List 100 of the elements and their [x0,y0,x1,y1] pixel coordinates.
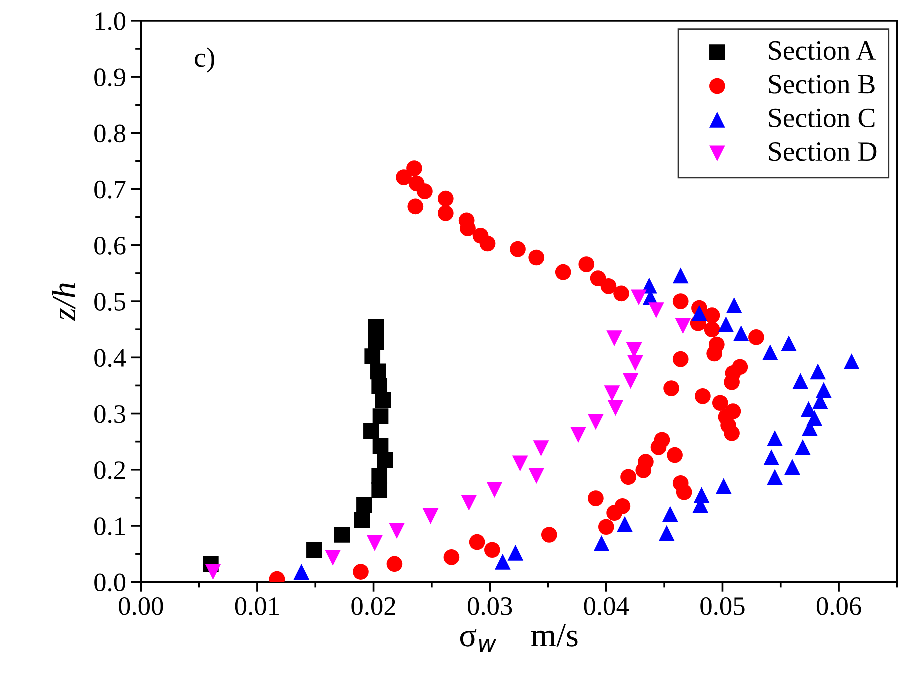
text: σ$_{w}$ m/s [460,624,578,652]
point [712,395,728,412]
point [438,190,454,207]
x-tick-label: 0.06 [816,597,862,616]
legend-label: Section C [769,108,875,128]
point [396,170,412,186]
point [578,256,595,272]
point [372,408,389,424]
point [422,508,439,524]
y-tick-label: 0.8 [94,124,126,143]
point [708,336,725,353]
point [353,564,369,580]
point [364,423,380,440]
point [767,430,783,446]
point [372,482,388,498]
y-tick-label: 0.0 [94,574,126,592]
point [370,364,386,380]
point [628,355,644,372]
point [792,373,809,390]
point [672,475,689,492]
point [375,392,391,408]
point [658,525,675,542]
point [667,447,683,464]
point [733,326,750,342]
point [590,270,606,286]
point [672,268,689,284]
point [638,454,654,470]
legend-label: Section D [769,142,877,162]
point [372,378,388,394]
point [764,450,780,466]
point [672,351,689,368]
point [408,176,425,192]
point [486,482,503,498]
point [356,497,372,514]
y-tick-label: 1.0 [96,12,126,30]
point [508,545,524,561]
x-tick-label: 0.05 [700,597,745,616]
x-tick-label: 0.00 [119,597,164,616]
point [541,527,558,543]
point [533,440,550,456]
point [695,388,711,404]
point [767,469,783,486]
point [662,506,678,522]
point [725,404,742,420]
point [606,330,622,346]
point [306,542,322,558]
point [494,554,511,570]
point [461,495,478,511]
point [408,198,424,215]
point [672,294,689,310]
y-tick-label: 0.3 [94,405,126,424]
point [555,264,572,280]
point [205,564,222,580]
point [325,550,341,566]
point [718,316,734,332]
point [654,432,670,448]
y-tick-label: 0.1 [94,518,125,536]
point [570,427,586,444]
point [617,516,633,532]
point [704,322,720,338]
y-tick-label: 0.9 [94,68,126,87]
point [726,298,742,314]
y-tick-label: 0.2 [94,462,126,480]
point [528,468,545,484]
point [732,359,748,376]
point [484,542,500,558]
legend-label: Section B [769,75,875,94]
point [704,308,720,324]
annotation: c) [195,48,214,73]
x-tick-label: 0.03 [468,597,512,616]
point [368,319,384,336]
y-tick-label: 0.6 [94,237,126,255]
point [588,490,604,506]
point [469,534,486,550]
point [675,318,692,334]
x-tick-label: 0.04 [584,597,630,616]
point [444,550,460,566]
x-tick-label: 0.02 [352,597,396,616]
point [588,414,604,430]
point [816,382,832,398]
point [620,469,636,486]
point [528,250,545,266]
y-axis-title: z/h [52,283,76,322]
point [368,334,384,350]
y-tick-label: 0.7 [94,180,126,199]
point [598,519,614,536]
point [594,535,610,552]
point [748,330,764,346]
point [294,564,310,580]
point [334,527,350,543]
point [608,400,624,416]
point [795,440,811,456]
point [512,456,528,472]
legend-label: Section A [769,41,876,60]
point [716,478,732,494]
point [614,286,630,302]
point [692,305,708,322]
point [377,452,394,468]
point [354,512,370,528]
x-tick-label: 0.01 [235,597,279,616]
